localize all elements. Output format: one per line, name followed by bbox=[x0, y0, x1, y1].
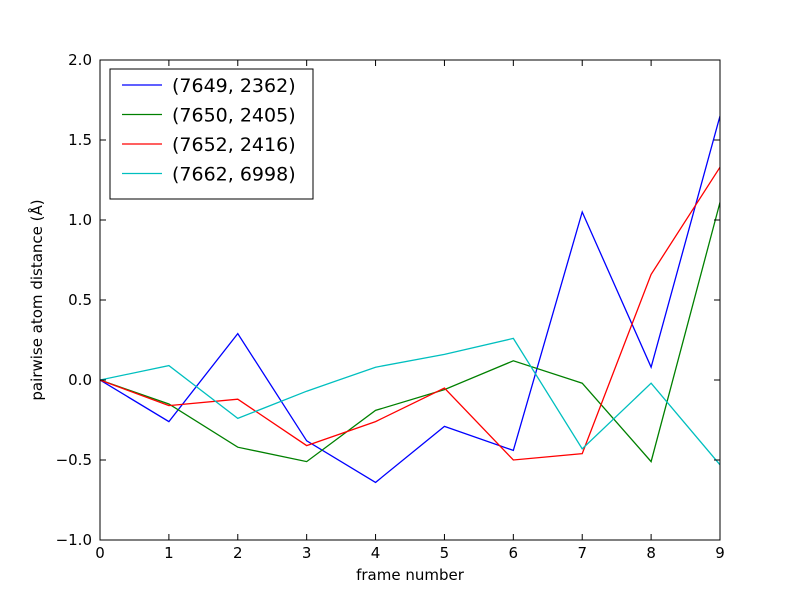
x-tick-label: 4 bbox=[371, 544, 381, 562]
x-tick-label: 7 bbox=[577, 544, 587, 562]
x-axis-label: frame number bbox=[356, 566, 465, 584]
y-tick-label: 0.5 bbox=[68, 291, 92, 309]
y-tick-label: 1.0 bbox=[68, 211, 92, 229]
axis-tick-labels: 0 1 2 3 4 5 6 7 8 9 −1.0 −0.5 0.0 0.5 1.0 1.5 2.0 bbox=[56, 51, 725, 562]
x-tick-label: 6 bbox=[509, 544, 519, 562]
y-tick-label: 2.0 bbox=[68, 51, 92, 69]
axis-ticks bbox=[99, 59, 721, 541]
legend-label: (7652, 2416) bbox=[172, 134, 296, 156]
legend: (7649, 2362) (7650, 2405) (7652, 2416) (766… bbox=[109, 68, 314, 200]
x-tick-label: 2 bbox=[233, 544, 243, 562]
x-tick-label: 1 bbox=[164, 544, 174, 562]
y-tick-label: 0.0 bbox=[68, 371, 92, 389]
y-tick-label: −0.5 bbox=[56, 451, 92, 469]
series-line-2 bbox=[100, 202, 720, 463]
y-axis-label: pairwise atom distance (Å) bbox=[27, 199, 46, 400]
x-tick-label: 5 bbox=[440, 544, 450, 562]
x-tick-label: 0 bbox=[95, 544, 105, 562]
legend-box bbox=[109, 68, 314, 200]
legend-label: (7662, 6998) bbox=[172, 164, 296, 186]
series-line-4 bbox=[100, 337, 720, 466]
legend-label: (7650, 2405) bbox=[172, 105, 296, 127]
series-line-3 bbox=[100, 166, 720, 461]
y-tick-label: 1.5 bbox=[68, 131, 92, 149]
y-tick-label: −1.0 bbox=[56, 531, 92, 549]
x-tick-label: 3 bbox=[302, 544, 312, 562]
legend-label: (7649, 2362) bbox=[172, 75, 296, 97]
x-tick-label: 9 bbox=[715, 544, 725, 562]
x-tick-label: 8 bbox=[646, 544, 656, 562]
series-lines bbox=[100, 115, 720, 484]
series-line-1 bbox=[100, 115, 720, 484]
